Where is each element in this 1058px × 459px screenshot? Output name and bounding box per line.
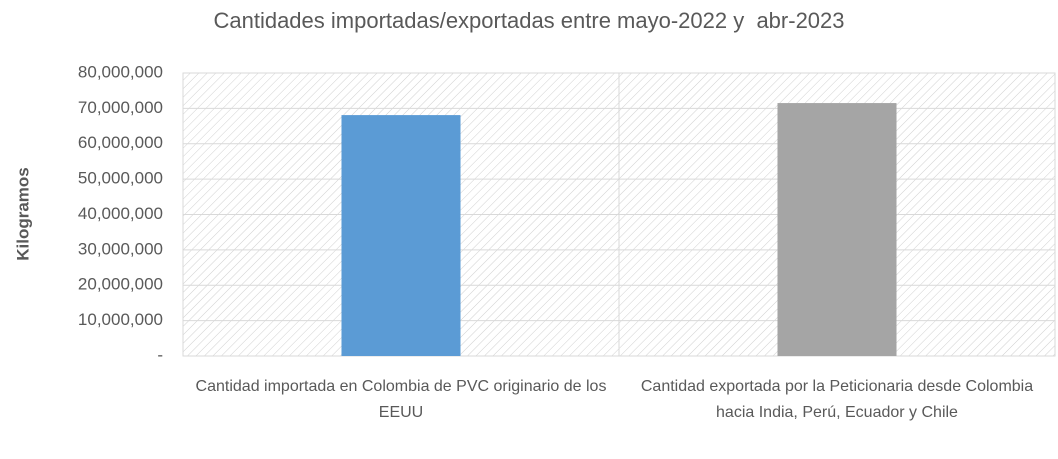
y-tick-label: 60,000,000 <box>78 133 163 152</box>
x-tick-label: Cantidad importada en Colombia de PVC or… <box>195 378 607 421</box>
y-tick-label: 20,000,000 <box>78 275 163 294</box>
chart-title: Cantidades importadas/exportadas entre m… <box>213 8 845 33</box>
x-tick-label: Cantidad exportada por la Peticionaria d… <box>640 378 1034 421</box>
y-tick-label: 40,000,000 <box>78 204 163 223</box>
y-tick-label: 50,000,000 <box>78 169 163 188</box>
y-tick-label: - <box>157 345 163 364</box>
y-tick-label: 80,000,000 <box>78 62 163 81</box>
bar <box>341 115 461 356</box>
y-axis-label: Kilogramos <box>13 167 32 261</box>
y-tick-label: 10,000,000 <box>78 310 163 329</box>
y-tick-label: 70,000,000 <box>78 98 163 117</box>
y-tick-label: 30,000,000 <box>78 239 163 258</box>
bar <box>777 103 897 356</box>
